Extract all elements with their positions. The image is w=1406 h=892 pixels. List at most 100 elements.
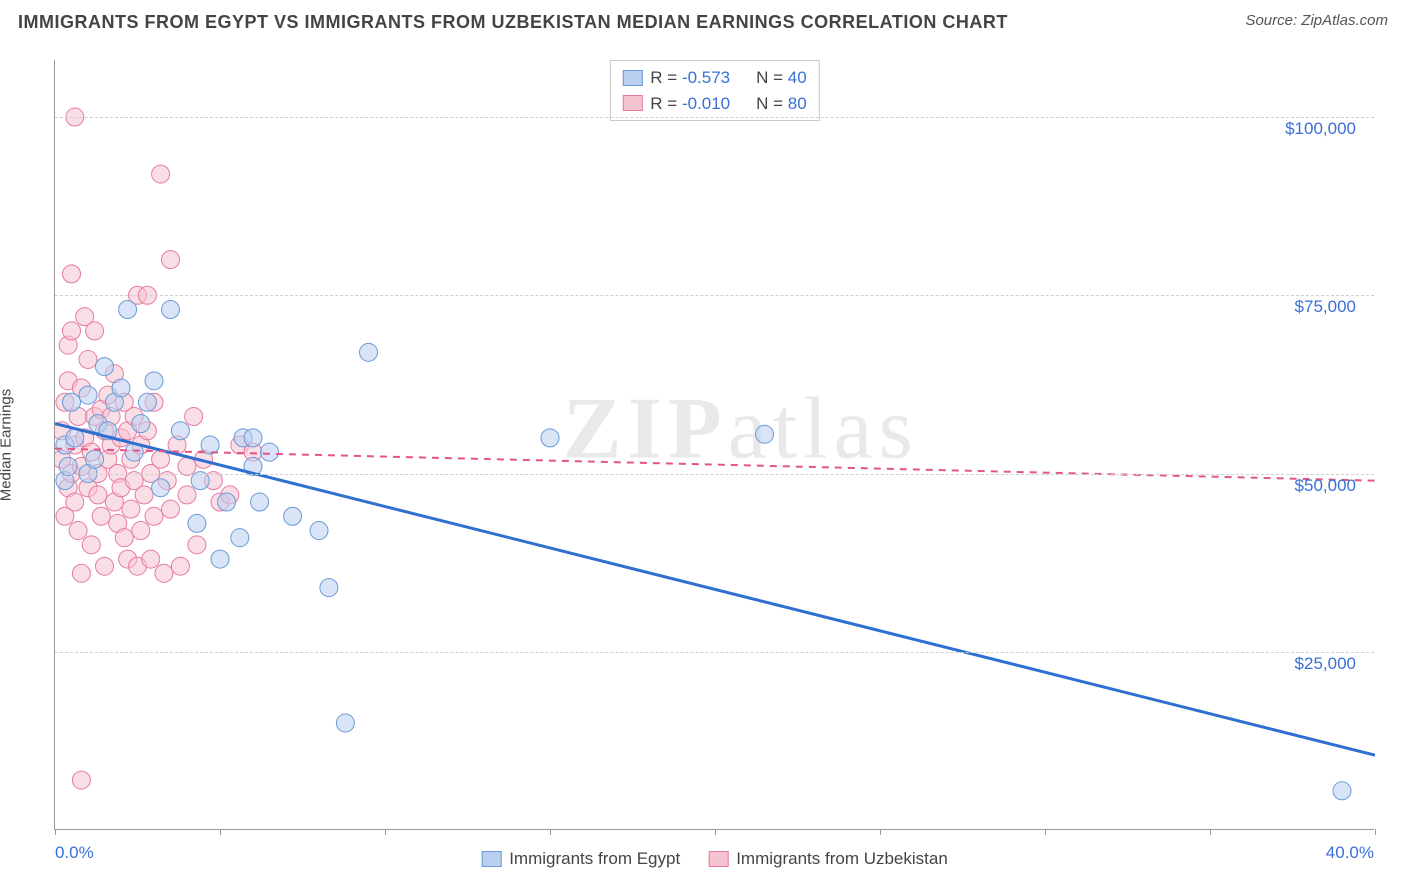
data-point [105,493,123,511]
data-point [178,486,196,504]
data-point [112,479,130,497]
x-tick [55,829,56,835]
data-point [89,415,107,433]
data-point [145,507,163,525]
data-point [138,422,156,440]
watermark: ZIPatlas [563,379,919,480]
gridline [55,652,1374,653]
x-tick [550,829,551,835]
legend-n-label: N = 40 [756,65,807,91]
data-point [119,301,137,319]
data-point [132,436,150,454]
legend-swatch-uzbekistan [622,95,642,111]
data-point [56,393,74,411]
data-point [109,514,127,532]
data-point [72,564,90,582]
x-tick [385,829,386,835]
data-point [142,550,160,568]
legend-swatch-egypt [622,70,642,86]
data-point [244,443,262,461]
data-point [152,450,170,468]
data-point [129,557,147,575]
data-point [201,436,219,454]
data-point [66,493,84,511]
data-point [59,336,77,354]
data-point [72,771,90,789]
legend-r-label: R = -0.573 [650,65,730,91]
source-attribution: Source: ZipAtlas.com [1245,12,1388,29]
data-point [86,407,104,425]
data-point [261,443,279,461]
legend-item-egypt: Immigrants from Egypt [481,849,680,869]
data-point [155,564,173,582]
data-point [122,500,140,518]
data-point [162,301,180,319]
data-point [162,500,180,518]
data-point [86,450,104,468]
data-point [171,557,189,575]
data-point [89,486,107,504]
data-point [168,436,186,454]
x-tick [715,829,716,835]
gridline [55,117,1374,118]
data-point [756,425,774,443]
data-point [92,507,110,525]
legend-row-egypt: R = -0.573 N = 40 [622,65,806,91]
legend-swatch-icon [481,851,501,867]
data-point [320,579,338,597]
plot-area: ZIPatlas R = -0.573 N = 40 R = -0.010 N … [54,60,1374,830]
data-point [244,429,262,447]
chart-title: IMMIGRANTS FROM EGYPT VS IMMIGRANTS FROM… [18,12,1008,33]
data-point [55,450,71,468]
legend-swatch-icon [708,851,728,867]
legend-r-label: R = -0.010 [650,91,730,117]
data-point [360,343,378,361]
data-point [112,379,130,397]
data-point [63,393,81,411]
data-point [188,514,206,532]
data-point [56,507,74,525]
data-point [171,422,189,440]
x-tick [880,829,881,835]
data-point [218,493,236,511]
chart-svg [55,60,1375,830]
data-point [195,450,213,468]
data-point [231,529,249,547]
data-point [284,507,302,525]
data-point [92,400,110,418]
data-point [63,265,81,283]
data-point [82,536,100,554]
y-tick-label: $25,000 [1295,654,1356,674]
data-point [63,322,81,340]
data-point [251,493,269,511]
data-point [211,550,229,568]
data-point [231,436,249,454]
y-tick-label: $75,000 [1295,297,1356,317]
y-axis-label: Median Earnings [0,389,15,502]
x-tick [1210,829,1211,835]
data-point [79,479,97,497]
data-point [145,393,163,411]
data-point [115,393,133,411]
data-point [69,522,87,540]
data-point [135,486,153,504]
y-tick-label: $100,000 [1285,119,1356,139]
data-point [105,365,123,383]
x-tick [1045,829,1046,835]
x-tick [220,829,221,835]
data-point [125,407,143,425]
x-tick-label-min: 0.0% [55,843,94,863]
data-point [115,529,133,547]
legend-n-label: N = 80 [756,91,807,117]
data-point [99,386,117,404]
data-point [55,422,71,440]
data-point [96,422,114,440]
data-point [152,165,170,183]
data-point [145,372,163,390]
data-point [56,436,74,454]
data-point [76,308,94,326]
trend-line [55,449,1375,481]
data-point [310,522,328,540]
data-point [102,407,120,425]
data-point [79,350,97,368]
